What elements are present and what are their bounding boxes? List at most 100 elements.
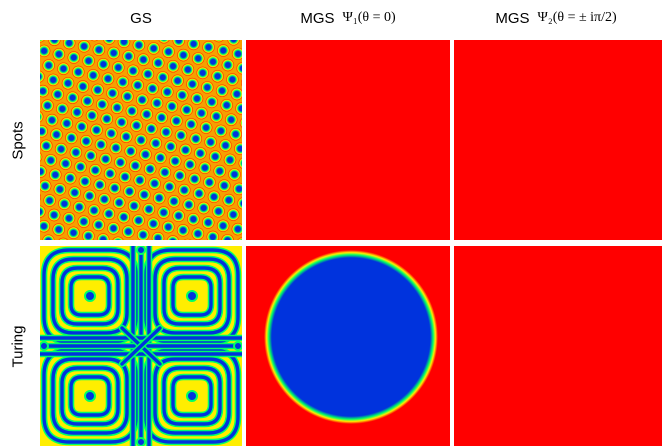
spot [68, 186, 81, 199]
spot [172, 209, 185, 222]
spot [190, 92, 204, 105]
column-title-mgs-psi1: MGS Ψ₁(θ = 0) [246, 4, 450, 32]
spot [214, 124, 228, 138]
spot [52, 223, 65, 236]
spot [90, 123, 103, 137]
spot [50, 128, 63, 141]
spot [126, 64, 140, 77]
stripe [171, 375, 213, 417]
spot [165, 100, 179, 113]
spot [136, 228, 150, 240]
spot [195, 106, 208, 120]
spot [82, 54, 95, 67]
spot [192, 52, 205, 65]
spot [164, 140, 177, 153]
spot [64, 171, 77, 185]
central-disk [264, 250, 438, 424]
spot [41, 99, 54, 112]
spot [221, 234, 234, 240]
spot [226, 73, 239, 86]
spot [40, 111, 44, 123]
spot [96, 98, 109, 111]
spot [107, 46, 120, 60]
spot [166, 235, 179, 240]
spot [81, 94, 94, 108]
spot [40, 220, 51, 233]
spot [40, 193, 41, 201]
spot [162, 45, 175, 58]
spot [90, 40, 99, 42]
spot [58, 197, 71, 210]
spot [204, 135, 217, 149]
spot [89, 164, 102, 177]
stripe [69, 275, 111, 317]
spot [196, 66, 209, 80]
stripe-dot [136, 437, 146, 446]
spot [201, 81, 214, 94]
spot [40, 205, 46, 218]
row-label-spots-text: Spots [9, 120, 27, 160]
stripe-dot [84, 290, 96, 302]
spot [159, 125, 173, 139]
spot [54, 142, 68, 156]
spot [85, 109, 99, 122]
spot [117, 40, 131, 48]
stripe-dot [186, 390, 198, 402]
spot [156, 71, 169, 84]
spot [173, 169, 186, 182]
spot [40, 179, 52, 193]
spot [117, 210, 130, 224]
spot [112, 236, 124, 240]
spot [67, 226, 80, 239]
column-title-mgs-psi2-label: MGS [495, 9, 530, 27]
column-title-mgs-psi2-math: Ψ₂(θ = ± iπ/2) [537, 10, 617, 25]
spot [40, 139, 53, 152]
spot [194, 147, 207, 160]
spot [103, 167, 117, 180]
spot [130, 119, 143, 132]
spot [112, 61, 125, 74]
spot [234, 142, 242, 155]
spot [103, 40, 116, 45]
spot [40, 44, 51, 58]
spot [158, 166, 172, 179]
spot [72, 65, 85, 79]
spot [42, 234, 55, 240]
column-title-mgs-psi1-label: MGS [300, 9, 335, 27]
uniform-field-spots-psi1 [246, 40, 450, 240]
spot [220, 99, 233, 112]
spot [227, 208, 240, 221]
spot [169, 154, 182, 168]
spot [97, 58, 110, 71]
spot [151, 232, 165, 240]
spot [63, 40, 76, 50]
spot [218, 179, 231, 192]
stripe-dot [84, 390, 96, 402]
column-title-mgs-psi1-math: Ψ₁(θ = 0) [342, 10, 396, 25]
spot [53, 183, 67, 196]
spot [202, 41, 215, 54]
spot [215, 84, 229, 97]
spot [237, 237, 242, 240]
spot [121, 90, 134, 103]
spot [129, 159, 142, 172]
spot [206, 55, 220, 68]
stripe-dot [136, 246, 146, 255]
spot [66, 91, 79, 104]
column-title-gs: GS [40, 4, 242, 32]
stripe-dot [186, 290, 198, 302]
spot [97, 233, 110, 240]
stripe [162, 366, 222, 426]
spot [47, 208, 61, 222]
spot [145, 122, 158, 135]
spot [155, 111, 168, 124]
spot [239, 118, 242, 128]
spot [142, 203, 156, 216]
spot [122, 225, 135, 238]
spot [186, 77, 199, 91]
spot [180, 103, 193, 116]
panel-turing-mgs-psi1 [246, 246, 450, 446]
spot [170, 114, 183, 128]
spot [134, 133, 148, 147]
spot [94, 138, 108, 151]
